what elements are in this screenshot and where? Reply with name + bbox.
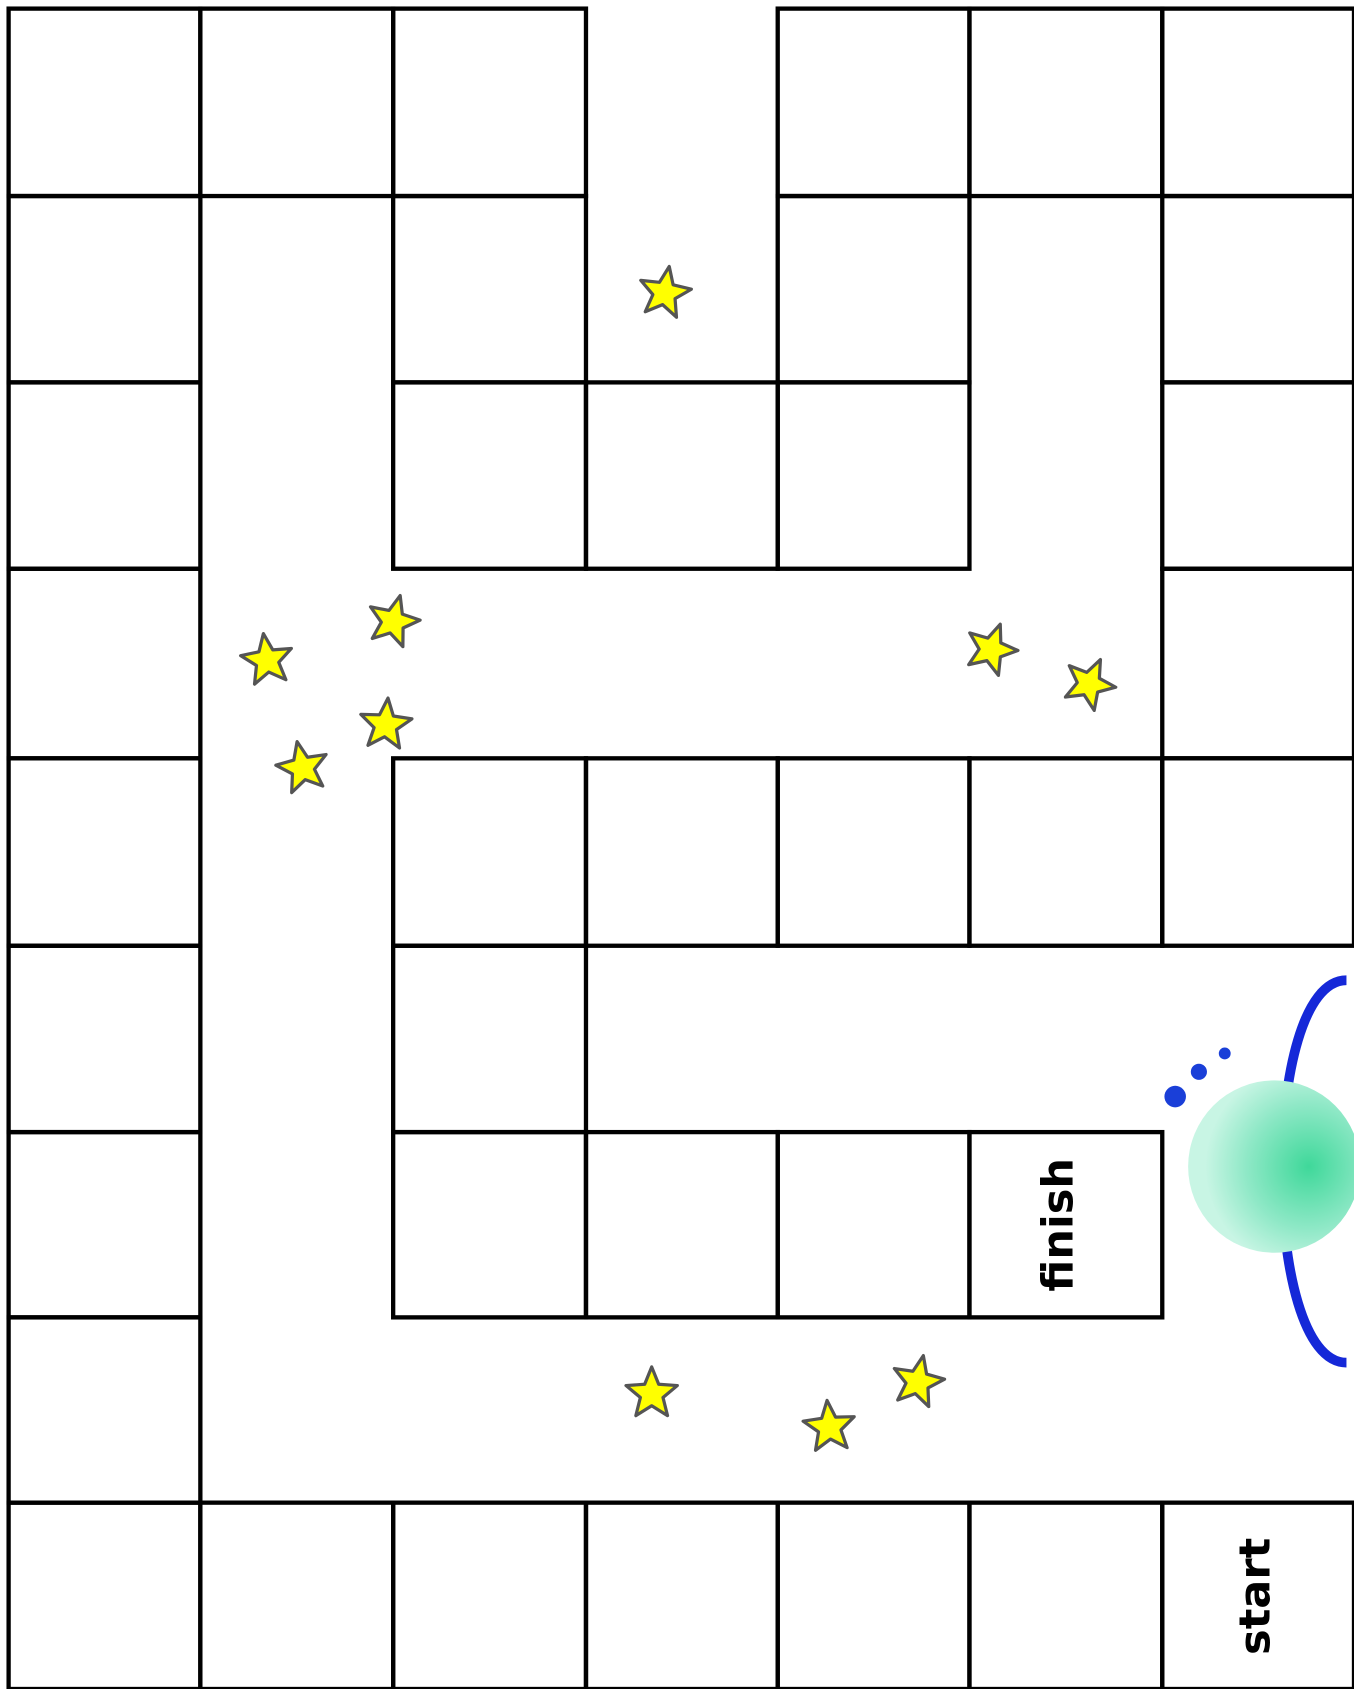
board-cell (1160, 566, 1354, 761)
board-cell (1160, 380, 1354, 571)
finish-label: finish (1034, 1158, 1084, 1292)
board-cell (391, 1129, 589, 1320)
board-cell (391, 193, 589, 385)
board-cell (583, 1129, 780, 1320)
planet-body (1188, 1080, 1354, 1253)
board-cell (775, 756, 972, 948)
star (1063, 657, 1118, 713)
board-cell (1160, 6, 1354, 199)
board-cell (6, 566, 203, 761)
board-cell (6, 380, 203, 571)
board-cell (967, 6, 1165, 199)
star (624, 1365, 679, 1418)
planet (1164, 975, 1354, 1368)
board-cell (391, 6, 589, 199)
board-cell (6, 943, 203, 1135)
bubble (1218, 1047, 1231, 1060)
board-cell (583, 756, 780, 948)
star (239, 631, 293, 686)
board-cell (198, 1500, 396, 1689)
board-cell (775, 1129, 972, 1320)
board-cell (967, 1129, 1165, 1320)
board-cell (775, 6, 972, 199)
star (274, 740, 328, 795)
board-cell (6, 1315, 203, 1505)
board-cell (775, 1500, 972, 1689)
board-cell (967, 1500, 1165, 1689)
bubble (1164, 1085, 1186, 1108)
board-cell (6, 6, 203, 199)
star (892, 1354, 947, 1409)
board-cell (391, 756, 589, 948)
board-cell (6, 1129, 203, 1320)
start-label: start (1231, 1538, 1281, 1655)
board-cell (391, 1500, 589, 1689)
stars (239, 264, 1118, 1452)
board-cell (1160, 756, 1354, 948)
board-cell (6, 193, 203, 385)
bubble (1190, 1063, 1207, 1080)
board-cell (775, 193, 972, 385)
star (359, 696, 414, 750)
board-cell (583, 1500, 780, 1689)
board-cell (1160, 193, 1354, 385)
board-cells (6, 6, 1354, 1689)
board-cell (391, 380, 589, 571)
star (639, 264, 693, 319)
star (967, 622, 1020, 678)
star (368, 593, 422, 649)
board-cell (198, 6, 396, 199)
board-cell (6, 756, 203, 948)
board-cell (391, 943, 589, 1135)
star (801, 1398, 856, 1452)
board-cell (775, 380, 972, 571)
board-cell (6, 1500, 203, 1689)
board-cell (967, 756, 1165, 948)
board-cell (583, 380, 780, 571)
